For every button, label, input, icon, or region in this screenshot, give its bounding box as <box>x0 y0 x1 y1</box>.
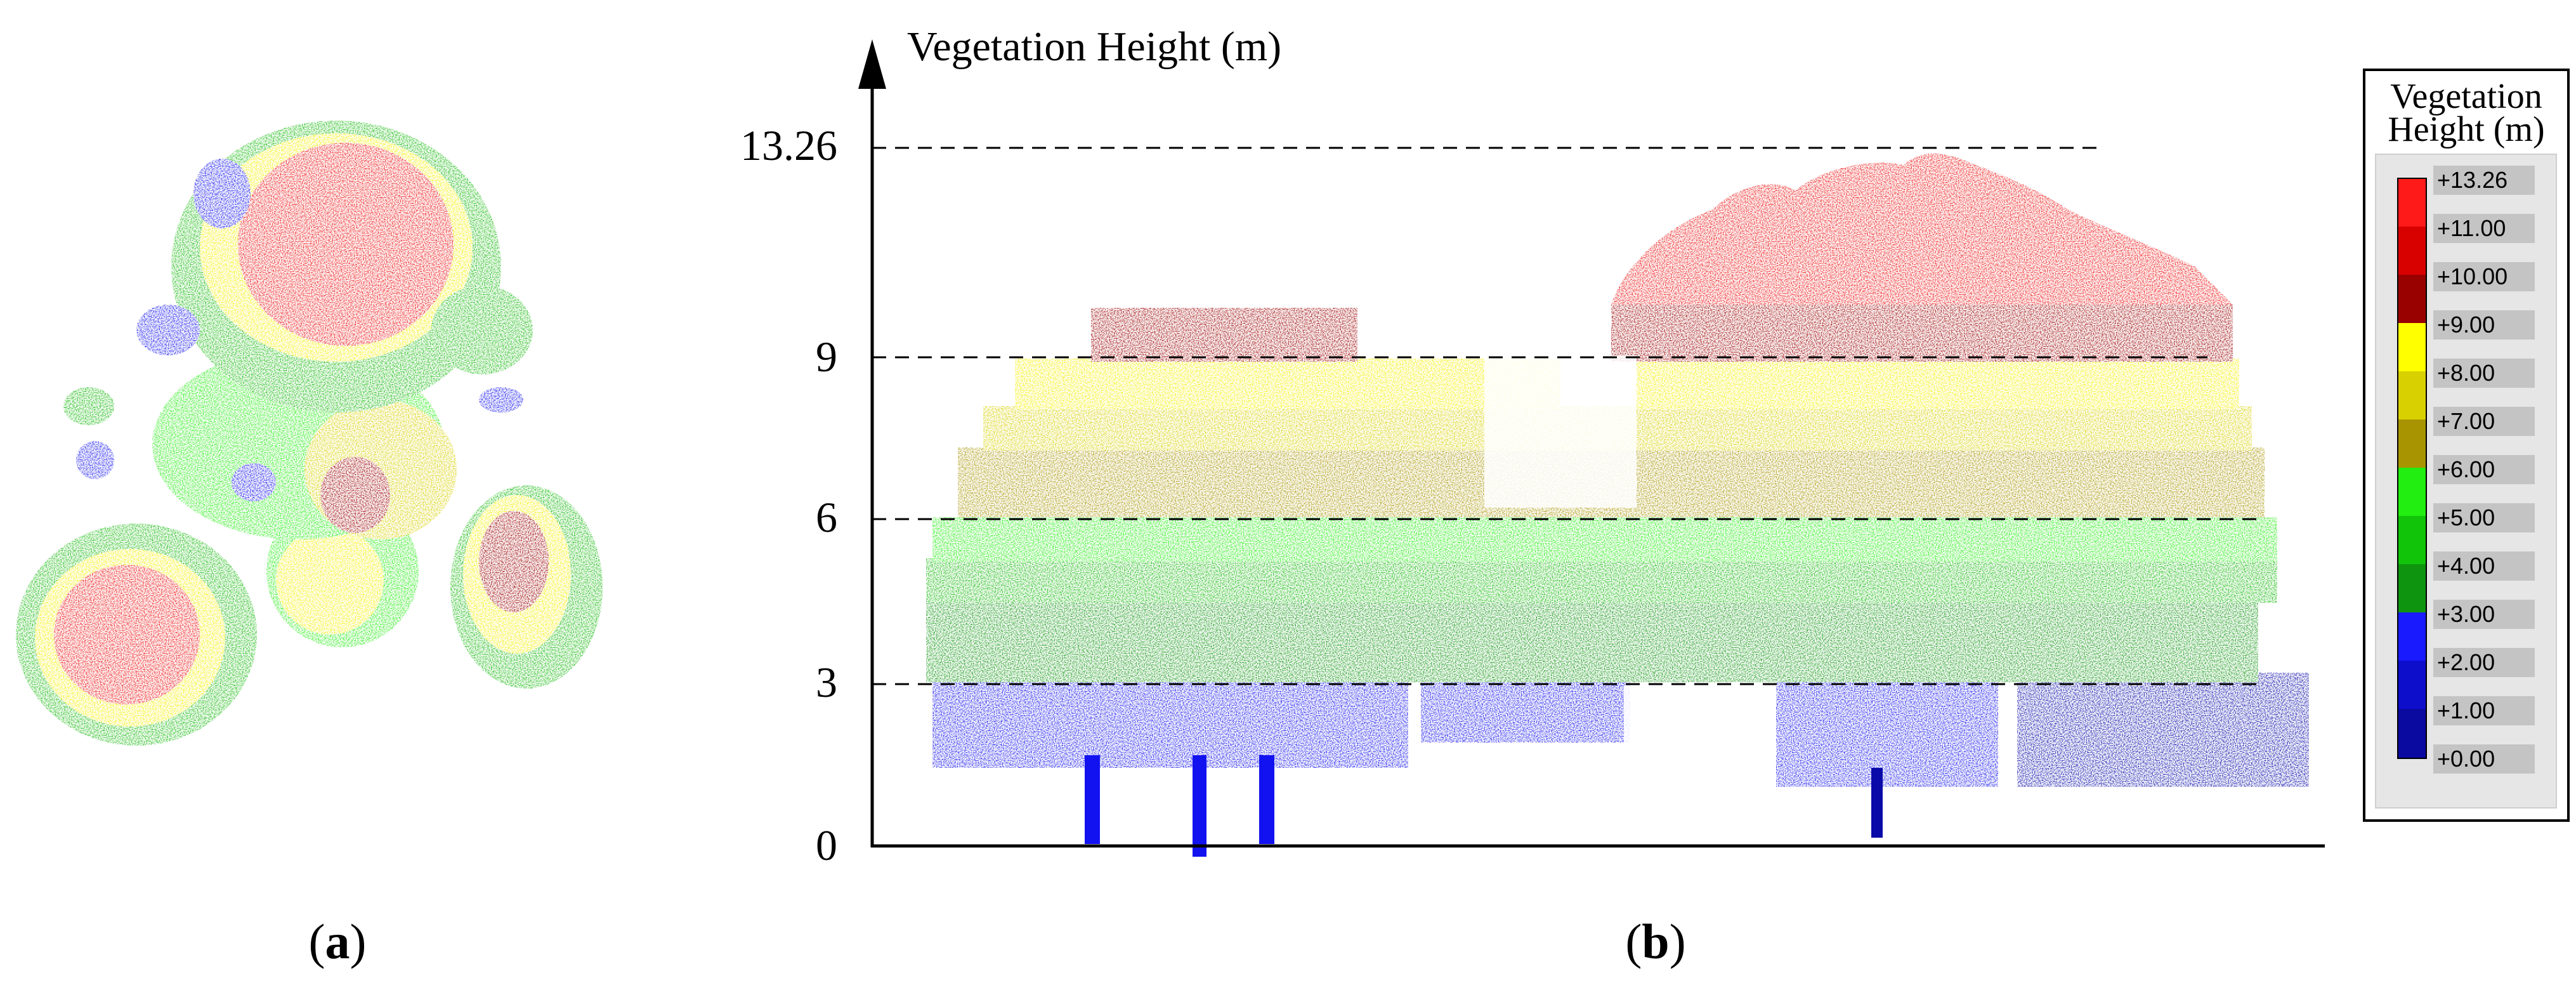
gap-lower <box>1624 685 1763 781</box>
legend-swatch-0 <box>2398 178 2426 228</box>
tree-a-center-yellow <box>276 527 384 635</box>
crown-red <box>1611 153 2233 305</box>
legend-label-bg-6 <box>2433 455 2535 484</box>
legend-label-bg-2 <box>2433 262 2535 291</box>
legend-swatch-7 <box>2398 516 2426 565</box>
patch-a-blue-2 <box>136 305 200 355</box>
legend-swatch-1 <box>2398 227 2426 276</box>
legend-label-4: +8.00 <box>2437 360 2495 386</box>
legend-entries: +13.26 +11.00 +10.00 +9.00 +8.00 +7.00 +6.00 +5… <box>2397 166 2535 774</box>
patch-a-blue-6 <box>232 463 276 501</box>
band-yellow-right <box>1637 359 2239 409</box>
panel-b-side-view: Vegetation Height (m) 13.26 9 6 3 0 <box>740 23 2325 869</box>
band-green <box>926 558 2277 603</box>
legend-label-2: +10.00 <box>2437 263 2507 289</box>
panel-a-caption: (a) <box>309 914 367 969</box>
tick-label-3: 3 <box>816 658 837 706</box>
band-blue-low <box>932 682 1408 768</box>
y-axis-title: Vegetation Height (m) <box>907 23 1281 70</box>
band-darkred-right <box>1611 305 2233 362</box>
legend-label-8: +4.00 <box>2437 553 2495 579</box>
band-yellow-left <box>1015 359 1560 409</box>
legend-label-6: +6.00 <box>2437 456 2495 482</box>
legend-swatch-4 <box>2398 371 2426 421</box>
legend-label-bg-11 <box>2433 696 2535 725</box>
tick-label-6: 6 <box>816 493 837 541</box>
band-darkgreen <box>926 600 2258 682</box>
legend-label-3: +9.00 <box>2437 312 2495 338</box>
panel-b-caption: (b) <box>1625 914 1685 969</box>
legend-swatch-10 <box>2398 661 2426 710</box>
legend-swatch-2 <box>2398 275 2426 324</box>
band-blue-right <box>1776 679 1998 787</box>
patch-a-green-7 <box>431 286 533 374</box>
tree-a-left-bottom-red <box>54 565 200 704</box>
legend-label-bg-4 <box>2433 359 2535 388</box>
trunk-3 <box>1259 755 1274 844</box>
band-blue-far-right <box>2017 673 2309 787</box>
gap-middle <box>1484 355 1637 508</box>
legend-label-bg-1 <box>2433 214 2535 243</box>
tree-a-top-red <box>238 143 454 346</box>
legend-label-0: +13.26 <box>2437 167 2507 193</box>
legend-swatch-6 <box>2398 468 2426 517</box>
tick-label-9: 9 <box>816 333 837 381</box>
legend-label-1: +11.00 <box>2437 215 2506 241</box>
legend: Vegetation Height (m) +13.26 +11.00 +10.00… <box>2363 69 2570 822</box>
trunk-4 <box>1871 768 1883 838</box>
legend-swatch-11 <box>2398 709 2426 758</box>
legend-label-7: +5.00 <box>2437 505 2495 531</box>
legend-label-bg-8 <box>2433 551 2535 581</box>
panel-a-top-view <box>16 121 603 746</box>
legend-ramp-outline <box>2397 178 2427 759</box>
legend-label-bg-3 <box>2433 310 2535 340</box>
legend-swatch-9 <box>2398 612 2426 662</box>
legend-label-bg-7 <box>2433 503 2535 532</box>
band-darkred-left <box>1091 308 1357 362</box>
trunk-1 <box>1085 755 1100 844</box>
legend-label-bg-0 <box>2433 166 2535 195</box>
trunk-2 <box>1193 755 1206 857</box>
legend-label-9: +3.00 <box>2437 601 2495 627</box>
legend-swatch-5 <box>2398 419 2426 469</box>
patch-a-blue-5 <box>479 387 523 412</box>
legend-swatch-3 <box>2398 323 2426 373</box>
tick-label-13.26: 13.26 <box>740 121 837 169</box>
patch-a-blue-4 <box>76 441 114 479</box>
legend-label-bg-10 <box>2433 648 2535 677</box>
patch-a-blue-3 <box>63 387 114 425</box>
legend-label-bg-5 <box>2433 407 2535 436</box>
band-lightgreen <box>932 517 2277 562</box>
legend-title-line2: Height (m) <box>2388 110 2544 149</box>
legend-label-bg-12 <box>2433 744 2535 774</box>
legend-swatch-8 <box>2398 564 2426 614</box>
legend-label-bg-9 <box>2433 600 2535 629</box>
legend-label-10: +2.00 <box>2437 649 2495 675</box>
tick-label-0: 0 <box>816 821 837 869</box>
tree-a-right-darkred <box>479 511 549 612</box>
legend-title-line1: Vegetation <box>2390 77 2542 116</box>
patch-a-blue-1 <box>193 159 251 228</box>
y-axis-arrow <box>858 39 886 89</box>
legend-label-12: +0.00 <box>2437 746 2495 772</box>
tree-a-middle-darkred <box>320 457 390 533</box>
legend-label-5: +7.00 <box>2437 408 2495 434</box>
legend-label-11: +1.00 <box>2437 697 2495 723</box>
